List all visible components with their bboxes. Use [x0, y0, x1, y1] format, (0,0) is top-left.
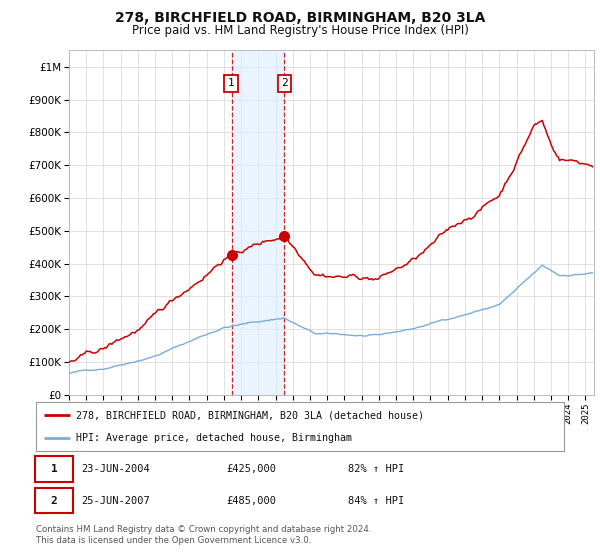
Text: 23-JUN-2004: 23-JUN-2004 — [81, 464, 149, 474]
Line: HPI: Average price, detached house, Birmingham: HPI: Average price, detached house, Birm… — [69, 265, 593, 374]
Text: Price paid vs. HM Land Registry's House Price Index (HPI): Price paid vs. HM Land Registry's House … — [131, 24, 469, 37]
Text: 1: 1 — [228, 78, 235, 88]
FancyBboxPatch shape — [35, 488, 73, 514]
278, BIRCHFIELD ROAD, BIRMINGHAM, B20 3LA (detached house) — [348, 272, 355, 279]
Line: 278, BIRCHFIELD ROAD, BIRMINGHAM, B20 3LA (detached house): 278, BIRCHFIELD ROAD, BIRMINGHAM, B20 3L… — [69, 120, 593, 362]
Text: £425,000: £425,000 — [226, 464, 276, 474]
HPI: Average price, detached house, Birmingham: (2.01e+03, 1.81e+05): Average price, detached house, Birmingha… — [348, 332, 355, 339]
HPI: Average price, detached house, Birmingham: (2e+03, 1.47e+05): Average price, detached house, Birmingha… — [173, 343, 180, 350]
Text: HPI: Average price, detached house, Birmingham: HPI: Average price, detached house, Birm… — [76, 433, 352, 444]
Text: 2: 2 — [50, 496, 58, 506]
HPI: Average price, detached house, Birmingham: (2.02e+03, 3.95e+05): Average price, detached house, Birmingha… — [539, 262, 546, 269]
HPI: Average price, detached house, Birmingham: (2.02e+03, 2.13e+05): Average price, detached house, Birmingha… — [424, 321, 431, 328]
Text: 2: 2 — [281, 78, 288, 88]
Text: 278, BIRCHFIELD ROAD, BIRMINGHAM, B20 3LA: 278, BIRCHFIELD ROAD, BIRMINGHAM, B20 3L… — [115, 11, 485, 25]
Text: 82% ↑ HPI: 82% ↑ HPI — [347, 464, 404, 474]
278, BIRCHFIELD ROAD, BIRMINGHAM, B20 3LA (detached house) — [117, 336, 124, 343]
278, BIRCHFIELD ROAD, BIRMINGHAM, B20 3LA (detached house) — [424, 244, 431, 251]
278, BIRCHFIELD ROAD, BIRMINGHAM, B20 3LA (detached house) — [173, 293, 180, 300]
Bar — [232, 50, 284, 395]
Text: 1: 1 — [50, 464, 58, 474]
Text: £485,000: £485,000 — [226, 496, 276, 506]
278, BIRCHFIELD ROAD, BIRMINGHAM, B20 3LA (detached house) — [154, 306, 161, 313]
HPI: Average price, detached house, Birmingham: (2e+03, 9.15e+04): Average price, detached house, Birmingha… — [117, 361, 124, 368]
278, BIRCHFIELD ROAD, BIRMINGHAM, B20 3LA (detached house) — [539, 117, 546, 124]
Text: 84% ↑ HPI: 84% ↑ HPI — [347, 496, 404, 506]
278, BIRCHFIELD ROAD, BIRMINGHAM, B20 3LA (detached house) — [65, 358, 73, 365]
Text: 25-JUN-2007: 25-JUN-2007 — [81, 496, 149, 506]
Text: Contains HM Land Registry data © Crown copyright and database right 2024.
This d: Contains HM Land Registry data © Crown c… — [36, 525, 371, 545]
HPI: Average price, detached house, Birmingham: (2.03e+03, 3.72e+05): Average price, detached house, Birmingha… — [589, 269, 596, 276]
HPI: Average price, detached house, Birmingham: (2e+03, 1.21e+05): Average price, detached house, Birmingha… — [154, 352, 161, 358]
Text: 278, BIRCHFIELD ROAD, BIRMINGHAM, B20 3LA (detached house): 278, BIRCHFIELD ROAD, BIRMINGHAM, B20 3L… — [76, 410, 424, 421]
HPI: Average price, detached house, Birmingham: (2.02e+03, 2.37e+05): Average price, detached house, Birmingha… — [452, 314, 460, 320]
278, BIRCHFIELD ROAD, BIRMINGHAM, B20 3LA (detached house) — [589, 164, 596, 170]
278, BIRCHFIELD ROAD, BIRMINGHAM, B20 3LA (detached house) — [452, 221, 460, 228]
FancyBboxPatch shape — [35, 456, 73, 482]
HPI: Average price, detached house, Birmingham: (2e+03, 6.54e+04): Average price, detached house, Birmingha… — [65, 370, 73, 377]
